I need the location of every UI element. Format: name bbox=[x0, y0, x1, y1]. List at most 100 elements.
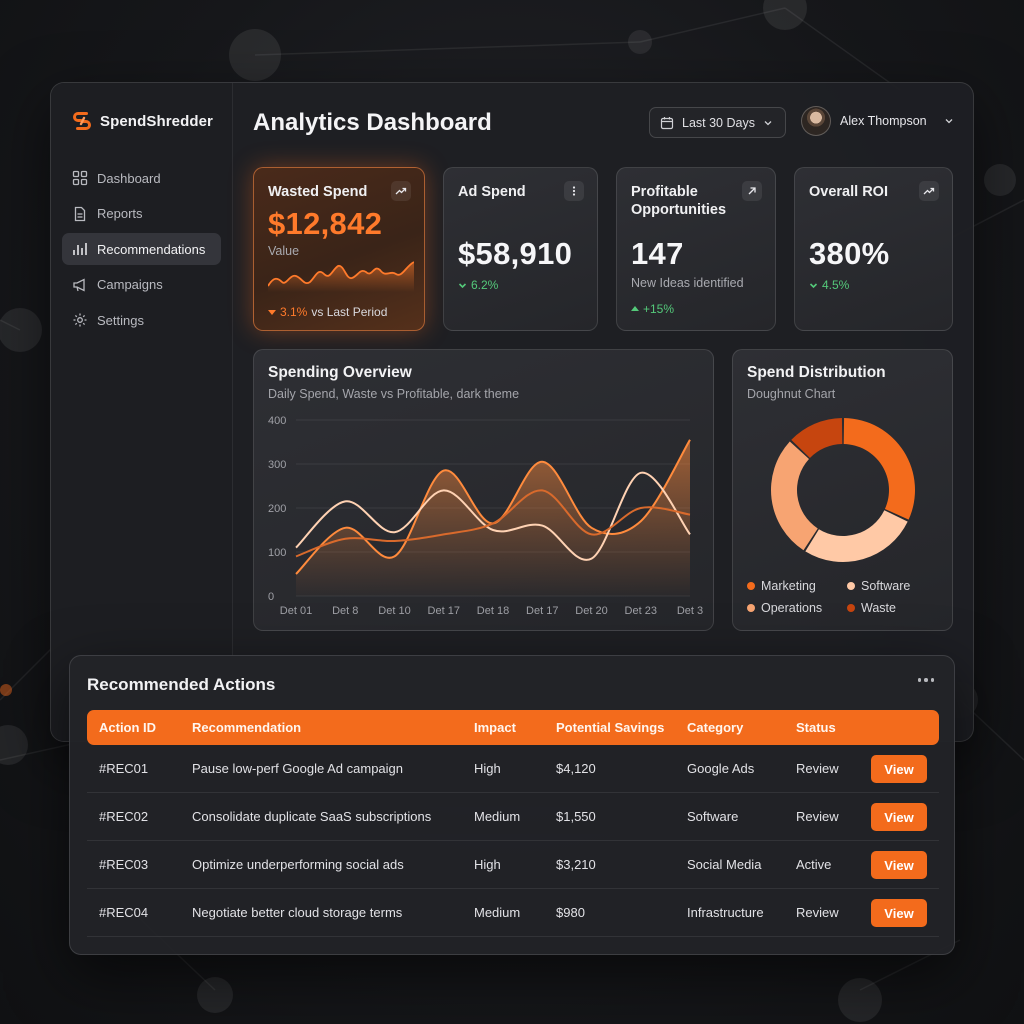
kpi-delta-value: 4.5% bbox=[822, 278, 850, 292]
potential-savings: $1,550 bbox=[556, 809, 596, 824]
y-tick-label: 200 bbox=[268, 503, 286, 515]
sidebar-item-reports[interactable]: Reports bbox=[62, 198, 221, 230]
chart-title: Spend Distribution bbox=[747, 364, 886, 381]
kpi-delta: 4.5% bbox=[809, 278, 849, 292]
gear-icon bbox=[73, 313, 87, 327]
recommendation: Negotiate better cloud storage terms bbox=[192, 905, 403, 920]
kpi-delta: 3.1% vs Last Period bbox=[268, 305, 387, 319]
table-header: Action ID Recommendation Impact Potentia… bbox=[87, 710, 939, 745]
view-button[interactable]: View bbox=[871, 755, 927, 783]
data-point bbox=[639, 471, 642, 474]
date-range-select[interactable]: Last 30 Days bbox=[649, 107, 786, 138]
status: Review bbox=[796, 761, 839, 776]
donut-slice-waste bbox=[791, 418, 843, 459]
potential-savings: $3,210 bbox=[556, 857, 596, 872]
legend-item-waste: Waste bbox=[847, 601, 937, 615]
data-point bbox=[344, 500, 347, 503]
table-row[interactable]: #REC03 Optimize underperforming social a… bbox=[87, 841, 939, 889]
column-header[interactable]: Category bbox=[687, 720, 744, 735]
series-line-2 bbox=[295, 471, 691, 561]
impact: High bbox=[474, 857, 501, 872]
data-point bbox=[639, 520, 642, 523]
data-point bbox=[344, 537, 347, 540]
sidebar-item-recommendations[interactable]: Recommendations bbox=[62, 233, 221, 265]
megaphone-icon bbox=[73, 277, 85, 292]
action-id: #REC02 bbox=[99, 809, 149, 824]
potential-savings: $4,120 bbox=[556, 761, 596, 776]
brand[interactable]: SpendShredder bbox=[70, 109, 213, 133]
user-menu[interactable]: Alex Thompson bbox=[801, 106, 954, 136]
kpi-card-profitable-opportunities[interactable]: Profitable Opportunities 147 New Ideas i… bbox=[616, 167, 776, 331]
data-point bbox=[344, 526, 347, 529]
x-tick-label: Det 10 bbox=[378, 605, 410, 617]
sidebar-item-settings[interactable]: Settings bbox=[62, 304, 221, 336]
legend-label: Waste bbox=[861, 601, 896, 615]
status: Active bbox=[796, 857, 832, 872]
data-point bbox=[294, 546, 297, 549]
sparkline bbox=[268, 261, 414, 292]
column-header[interactable]: Recommendation bbox=[192, 720, 302, 735]
kpi-value: $12,842 bbox=[268, 206, 383, 241]
table-row[interactable]: #REC02 Consolidate duplicate SaaS subscr… bbox=[87, 793, 939, 841]
spending-overview-card: Spending Overview Daily Spend, Waste vs … bbox=[253, 349, 714, 631]
trend-up-icon[interactable] bbox=[919, 181, 939, 201]
recommended-actions-panel: Recommended Actions Action ID Recommenda… bbox=[69, 655, 955, 955]
view-button[interactable]: View bbox=[871, 899, 927, 927]
table-row[interactable]: #REC01 Pause low-perf Google Ad campaign… bbox=[87, 745, 939, 793]
sidebar-item-label: Recommendations bbox=[97, 241, 206, 257]
kpi-card-wasted-spend[interactable]: Wasted Spend $12,842 Value 3.1% vs Last … bbox=[253, 167, 425, 331]
donut-slice-operations bbox=[771, 441, 818, 551]
data-point bbox=[639, 506, 642, 509]
legend-swatch bbox=[747, 604, 755, 612]
view-button[interactable]: View bbox=[871, 803, 927, 831]
x-tick-label: Det 17 bbox=[526, 605, 558, 617]
category: Social Media bbox=[687, 857, 762, 872]
column-header[interactable]: Potential Savings bbox=[556, 720, 665, 735]
view-button[interactable]: View bbox=[871, 851, 927, 879]
more-horizontal-icon[interactable] bbox=[917, 678, 934, 682]
data-point bbox=[294, 572, 297, 575]
sidebar-item-label: Dashboard bbox=[97, 170, 161, 186]
category: Software bbox=[687, 809, 739, 824]
x-tick-label: Det 3 bbox=[677, 605, 703, 617]
x-tick-label: Det 20 bbox=[575, 605, 607, 617]
chart-title: Spending Overview bbox=[268, 364, 412, 381]
data-point bbox=[688, 513, 691, 516]
sidebar-item-dashboard[interactable]: Dashboard bbox=[62, 162, 221, 194]
column-header[interactable]: Status bbox=[796, 720, 836, 735]
data-point bbox=[393, 531, 396, 534]
column-header[interactable]: Action ID bbox=[99, 720, 157, 735]
legend-label: Operations bbox=[761, 601, 823, 615]
column-header[interactable]: Impact bbox=[474, 720, 516, 735]
kpi-title: Profitable Opportunities bbox=[631, 184, 727, 218]
status: Review bbox=[796, 905, 839, 920]
page-title: Analytics Dashboard bbox=[253, 109, 492, 136]
more-vertical-icon[interactable] bbox=[564, 181, 584, 201]
kpi-subtitle: Value bbox=[268, 244, 300, 258]
y-tick-label: 400 bbox=[268, 415, 286, 427]
caret-down-icon bbox=[268, 310, 276, 315]
sidebar-item-campaigns[interactable]: Campaigns bbox=[62, 269, 221, 301]
impact: Medium bbox=[474, 809, 521, 824]
legend-label: Software bbox=[861, 579, 911, 593]
kpi-card-overall-roi[interactable]: Overall ROI 380% 4.5% bbox=[794, 167, 953, 331]
legend-label: Marketing bbox=[761, 579, 816, 593]
data-point bbox=[688, 533, 691, 536]
kpi-value: 380% bbox=[809, 236, 890, 271]
table-row[interactable]: #REC04 Negotiate better cloud storage te… bbox=[87, 889, 939, 937]
data-point bbox=[541, 524, 544, 527]
legend-swatch bbox=[847, 582, 855, 590]
arrow-up-right-icon[interactable] bbox=[742, 181, 762, 201]
brand-name: SpendShredder bbox=[100, 112, 213, 130]
legend-item-software: Software bbox=[847, 579, 937, 593]
user-name: Alex Thompson bbox=[840, 114, 927, 128]
caret-up-icon bbox=[631, 306, 639, 311]
kpi-card-ad-spend[interactable]: Ad Spend $58,910 6.2% bbox=[443, 167, 598, 331]
x-tick-label: Det 18 bbox=[477, 605, 509, 617]
kpi-delta-value: 3.1% bbox=[280, 305, 308, 319]
data-point bbox=[393, 555, 396, 558]
trend-up-icon[interactable] bbox=[391, 181, 411, 201]
data-point bbox=[590, 557, 593, 560]
action-id: #REC01 bbox=[99, 761, 149, 776]
legend-item-operations: Operations bbox=[747, 601, 847, 615]
